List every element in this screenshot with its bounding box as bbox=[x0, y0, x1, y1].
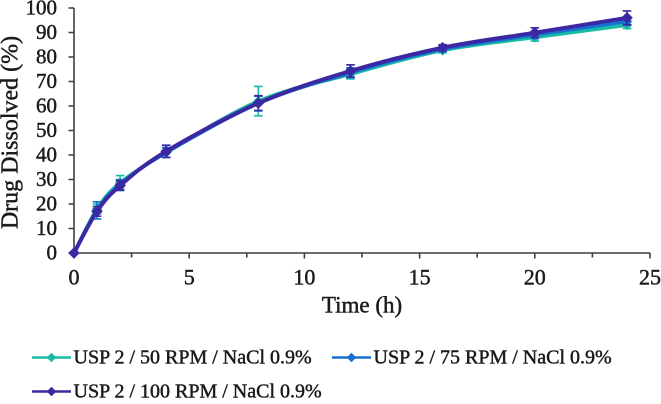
svg-text:40: 40 bbox=[36, 143, 57, 167]
svg-text:50: 50 bbox=[36, 118, 57, 142]
svg-text:15: 15 bbox=[409, 265, 431, 290]
svg-text:25: 25 bbox=[639, 265, 661, 290]
svg-text:60: 60 bbox=[36, 94, 57, 118]
svg-text:USP 2 / 50 RPM / NaCl 0.9%: USP 2 / 50 RPM / NaCl 0.9% bbox=[74, 347, 312, 369]
svg-text:30: 30 bbox=[36, 167, 57, 191]
svg-text:0: 0 bbox=[47, 241, 58, 265]
svg-text:20: 20 bbox=[36, 192, 57, 216]
svg-text:USP 2 / 75 RPM / NaCl 0.9%: USP 2 / 75 RPM / NaCl 0.9% bbox=[374, 347, 612, 369]
svg-text:70: 70 bbox=[36, 69, 57, 93]
svg-text:100: 100 bbox=[26, 0, 58, 20]
svg-text:Drug Dissolved (%): Drug Dissolved (%) bbox=[0, 36, 24, 229]
svg-text:80: 80 bbox=[36, 45, 57, 69]
svg-text:10: 10 bbox=[36, 216, 57, 240]
svg-text:20: 20 bbox=[524, 265, 546, 290]
svg-text:USP 2 / 100 RPM / NaCl 0.9%: USP 2 / 100 RPM / NaCl 0.9% bbox=[74, 381, 322, 403]
svg-text:5: 5 bbox=[184, 265, 195, 290]
svg-text:Time (h): Time (h) bbox=[322, 293, 402, 318]
svg-text:10: 10 bbox=[293, 265, 315, 290]
svg-text:90: 90 bbox=[36, 20, 57, 44]
svg-text:0: 0 bbox=[69, 265, 80, 290]
